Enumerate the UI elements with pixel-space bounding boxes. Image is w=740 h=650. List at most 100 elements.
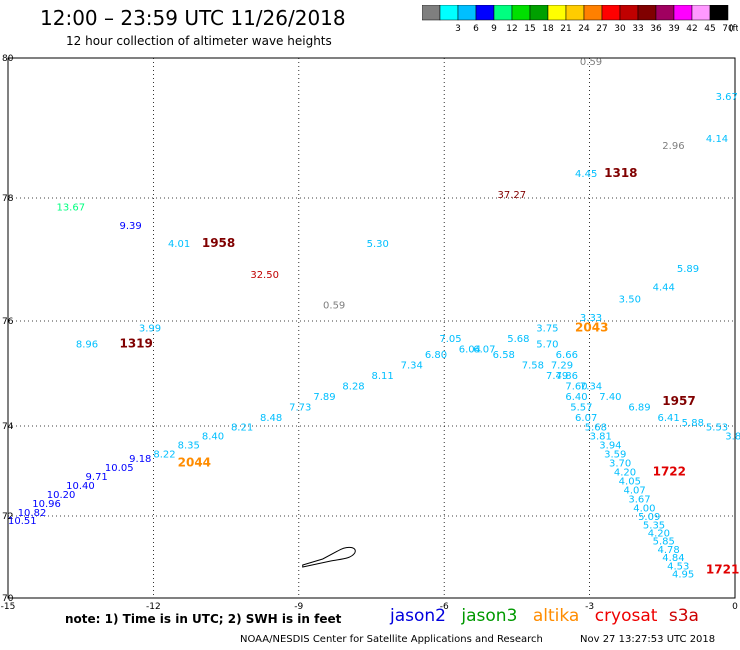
- wave-height-label: 4.00: [633, 504, 655, 515]
- wave-height-label: 7.89: [313, 392, 335, 403]
- wave-height-label: 3.81: [590, 432, 612, 443]
- wave-height-label: 2.96: [662, 141, 684, 152]
- wave-height-label: 8.48: [260, 413, 282, 424]
- wave-height-label: 8.35: [178, 441, 200, 452]
- wave-height-label: 6.40: [565, 392, 587, 403]
- legend-label: 21: [560, 24, 571, 34]
- wave-height-label: 5.68: [585, 423, 607, 434]
- wave-height-label: 9.18: [129, 454, 151, 465]
- wave-height-label: 32.50: [250, 270, 279, 281]
- wave-height-label: 3.50: [619, 295, 641, 306]
- wave-height-label: 7.86: [556, 371, 578, 382]
- satellite-altika: altika: [532, 606, 580, 626]
- wave-height-label: 0.59: [323, 301, 345, 312]
- wave-height-label: 5.30: [367, 239, 389, 250]
- wave-height-label: 6.07: [575, 413, 597, 424]
- wave-height-label: 4.05: [619, 477, 641, 488]
- wave-height-label: 3.80: [725, 432, 740, 443]
- wave-height-label: 8.22: [153, 450, 175, 461]
- wave-height-label: 3.67: [628, 495, 650, 506]
- wave-height-label: 5.70: [536, 339, 558, 350]
- satellite-jason2: jason2: [390, 606, 446, 626]
- wave-height-label: 5.09: [638, 512, 660, 523]
- wave-height-label: 37.27: [498, 190, 527, 201]
- lat-tick-label: 72: [2, 512, 13, 522]
- legend-label: 3: [455, 24, 461, 34]
- legend-label: 18: [542, 24, 554, 34]
- wave-height-label: 6.66: [556, 350, 578, 361]
- wave-height-label: 5.85: [653, 537, 675, 548]
- wave-height-label: 5.68: [507, 334, 529, 345]
- lon-tick-label: 0: [732, 602, 738, 612]
- wave-height-label: 0.59: [580, 57, 602, 68]
- pass-time-label: 1319: [119, 336, 152, 350]
- lat-tick-label: 74: [2, 422, 14, 432]
- legend-label: 12: [506, 24, 517, 34]
- legend-label: 9: [491, 24, 497, 34]
- lat-tick-label: 80: [2, 54, 14, 64]
- wave-height-label: 10.20: [47, 490, 76, 501]
- legend-swatch: [709, 5, 729, 21]
- map-title: 12:00 – 23:59 UTC 11/26/2018: [40, 6, 346, 30]
- wave-height-label: 10.82: [18, 508, 47, 519]
- wave-height-label: 4.20: [648, 529, 670, 540]
- legend-label: 15: [524, 24, 535, 34]
- wave-height-label: 7.40: [599, 392, 621, 403]
- legend-label: 30: [614, 24, 626, 34]
- wave-height-label: 7.73: [289, 402, 311, 413]
- wave-height-label: 6.04: [459, 345, 481, 356]
- wave-height-label: 4.53: [667, 561, 689, 572]
- wave-height-label: 10.96: [32, 499, 61, 510]
- wave-height-label: 9.39: [119, 221, 141, 232]
- satellite-s3a: s3a: [668, 606, 699, 626]
- legend-label: 39: [668, 24, 680, 34]
- generated-timestamp: Nov 27 13:27:53 UTC 2018: [580, 634, 716, 645]
- wave-height-label: 4.95: [672, 570, 694, 581]
- lat-tick-label: 70: [2, 594, 14, 604]
- wave-height-label: 4.07: [624, 486, 646, 497]
- wave-height-label: 8.28: [342, 381, 364, 392]
- legend-label: 36: [650, 24, 662, 34]
- legend-label: 33: [632, 24, 643, 34]
- legend-label: 27: [596, 24, 607, 34]
- lon-tick-label: -9: [294, 602, 303, 612]
- wave-height-label: 3.99: [139, 324, 161, 335]
- lat-tick-label: 78: [2, 194, 14, 204]
- wave-height-label: 5.88: [682, 418, 704, 429]
- wave-height-label: 3.75: [536, 324, 558, 335]
- wave-height-label: 7.60: [565, 381, 587, 392]
- wave-height-label: 4.84: [662, 553, 684, 564]
- satellite-jason3: jason3: [461, 606, 518, 626]
- wave-height-label: 5.89: [677, 264, 699, 275]
- legend-label: 45: [704, 24, 715, 34]
- pass-time-label: 1721: [706, 562, 739, 576]
- wave-height-label: 6.07: [473, 345, 495, 356]
- pass-time-label: 2044: [178, 456, 211, 470]
- wave-height-label: 10.51: [8, 516, 37, 527]
- wave-height-label: 10.40: [66, 481, 95, 492]
- wave-height-label: 7.29: [551, 360, 573, 371]
- footer-note: note: 1) Time is in UTC; 2) SWH is in fe…: [65, 612, 342, 626]
- lon-tick-label: -12: [146, 602, 161, 612]
- legend-label: 6: [473, 24, 479, 34]
- legend-label: 70: [722, 24, 734, 34]
- lon-tick-label: -15: [1, 602, 16, 612]
- legend-label: 42: [686, 24, 697, 34]
- wave-height-label: 4.14: [706, 134, 728, 145]
- wave-height-label: 4.78: [657, 545, 679, 556]
- coastline: [302, 546, 356, 568]
- pass-time-label: 2043: [575, 321, 608, 335]
- map-frame: [7, 57, 736, 599]
- legend-label: 24: [578, 24, 590, 34]
- wave-height-label: 4.45: [575, 169, 597, 180]
- lon-tick-label: -6: [440, 602, 449, 612]
- pass-time-label: 1318: [604, 166, 637, 180]
- wave-height-label: 3.67: [716, 92, 738, 103]
- wave-height-label: 8.11: [372, 371, 394, 382]
- pass-time-label: 1958: [202, 236, 235, 250]
- lat-tick-label: 76: [2, 317, 14, 327]
- pass-time-label: 1957: [662, 394, 695, 408]
- wave-height-label: 6.41: [657, 413, 679, 424]
